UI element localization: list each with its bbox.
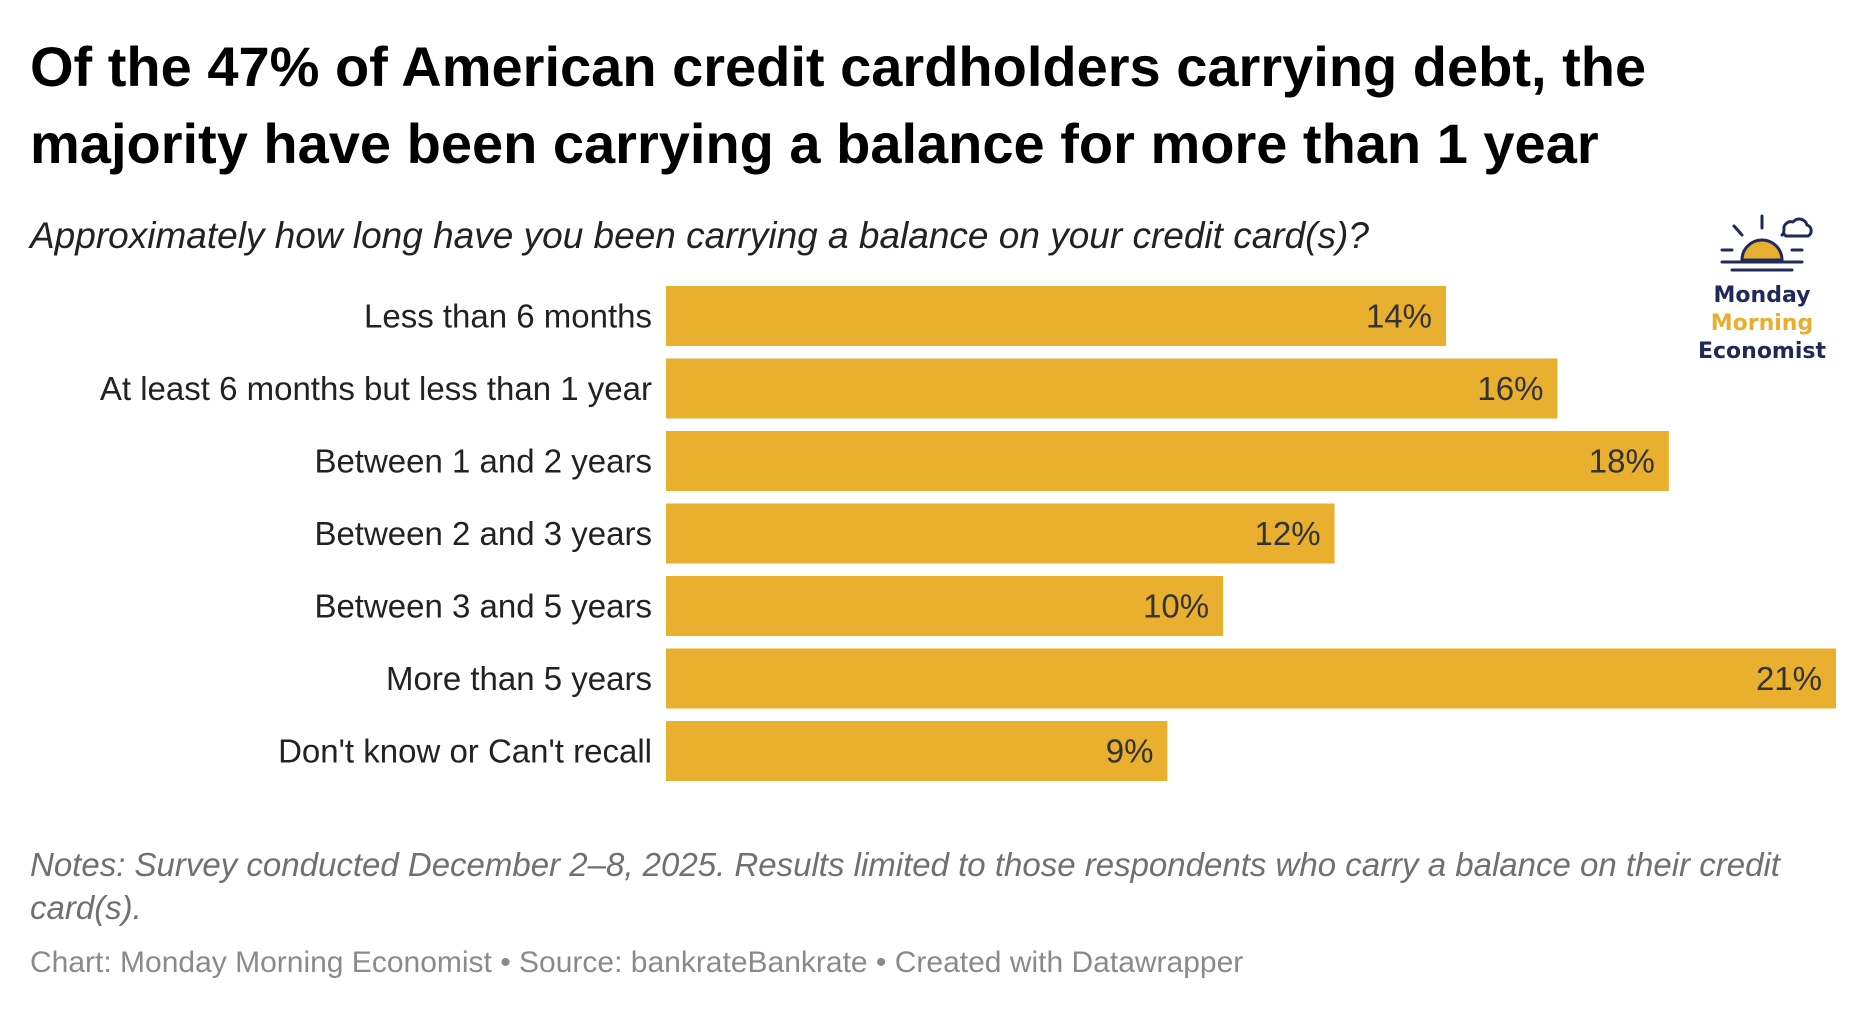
sun-cloud-icon: [1720, 214, 1813, 272]
logo-word-morning: Morning: [1710, 311, 1814, 336]
value-label: 9%: [1106, 733, 1154, 770]
bar: [666, 648, 1836, 709]
category-label: Less than 6 months: [364, 298, 652, 335]
bar: [666, 431, 1669, 491]
bar: [666, 286, 1446, 346]
bar-chart: Less than 6 months 14% At least 6 months b…: [100, 286, 1836, 781]
value-label: 18%: [1589, 443, 1655, 480]
category-label: Between 3 and 5 years: [314, 588, 652, 625]
category-label: Between 1 and 2 years: [314, 443, 652, 480]
bar: [666, 503, 1335, 564]
value-label: 16%: [1477, 370, 1543, 407]
category-label: Don't know or Can't recall: [278, 733, 652, 770]
chart-notes: Notes: Survey conducted December 2–8, 20…: [30, 846, 1780, 926]
bar: [666, 576, 1224, 636]
brand-logo: Monday Morning Economist: [1672, 208, 1852, 368]
category-label: At least 6 months but less than 1 year: [100, 370, 652, 407]
category-label: More than 5 years: [386, 660, 652, 697]
bar: [666, 721, 1168, 781]
chart-source: Chart: Monday Morning Economist • Source…: [30, 946, 1244, 979]
bar: [666, 358, 1558, 419]
logo-word-monday: Monday: [1713, 283, 1811, 308]
value-label: 12%: [1255, 515, 1321, 552]
value-label: 14%: [1366, 298, 1432, 335]
value-label: 10%: [1143, 588, 1209, 625]
value-label: 21%: [1756, 660, 1822, 697]
chart-title: Of the 47% of American credit cardholder…: [30, 35, 1647, 175]
logo-word-economist: Economist: [1697, 339, 1827, 364]
chart-subtitle: Approximately how long have you been car…: [30, 215, 1369, 256]
category-label: Between 2 and 3 years: [314, 515, 652, 552]
